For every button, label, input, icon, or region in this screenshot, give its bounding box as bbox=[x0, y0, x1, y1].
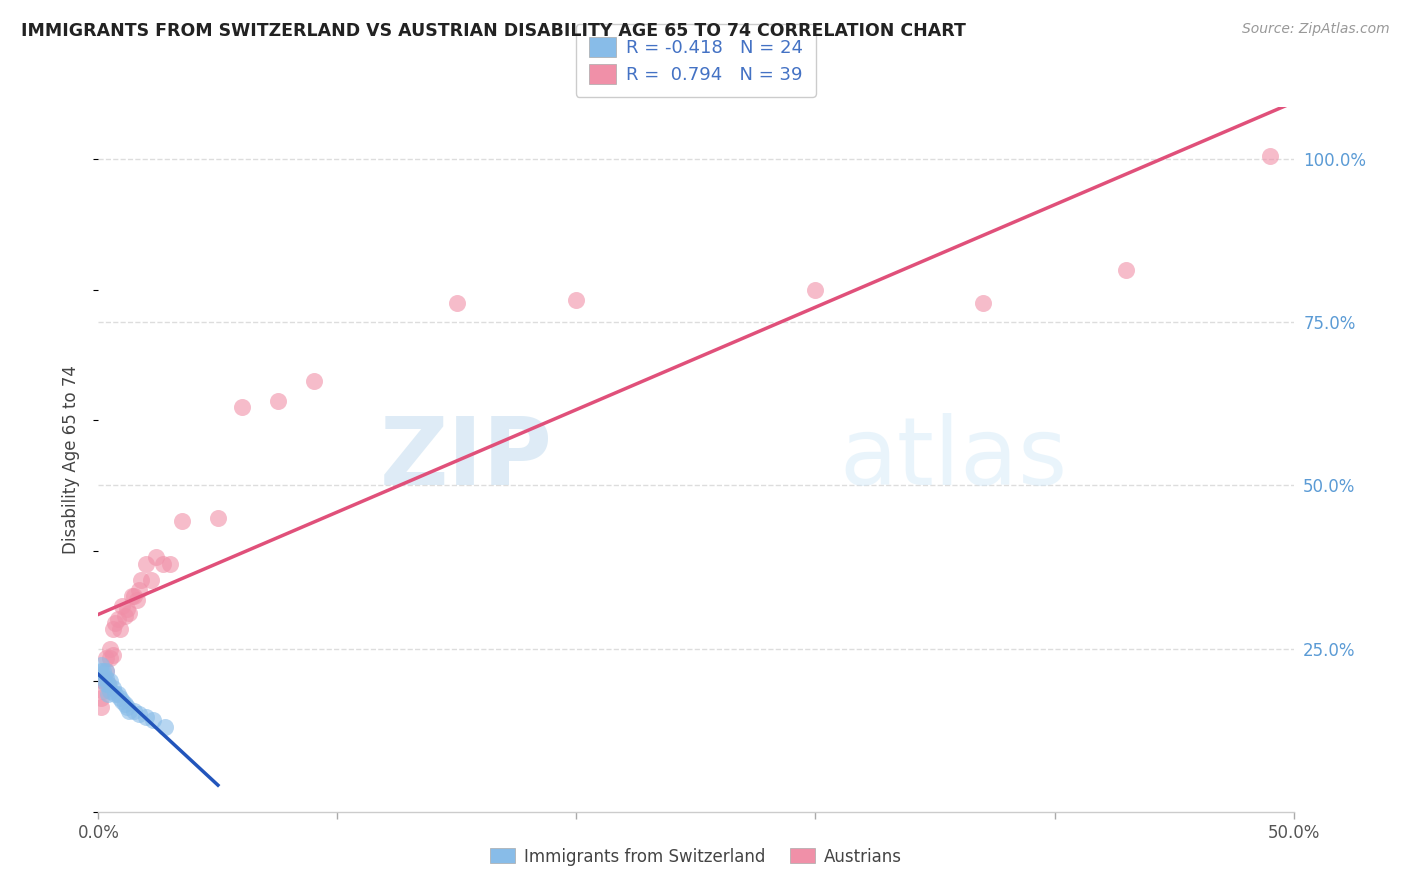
Point bbox=[804, 283, 827, 297]
Point bbox=[107, 612, 129, 626]
Point bbox=[104, 615, 127, 630]
Y-axis label: Disability Age 65 to 74: Disability Age 65 to 74 bbox=[62, 365, 80, 554]
Point bbox=[115, 602, 138, 616]
Text: ZIP: ZIP bbox=[380, 413, 553, 506]
Point bbox=[302, 374, 325, 388]
Point bbox=[1258, 149, 1281, 163]
Point bbox=[131, 573, 153, 587]
Point bbox=[101, 648, 124, 662]
Point bbox=[90, 665, 112, 679]
Point bbox=[155, 720, 177, 734]
Point bbox=[108, 690, 131, 705]
Text: IMMIGRANTS FROM SWITZERLAND VS AUSTRIAN DISABILITY AGE 65 TO 74 CORRELATION CHAR: IMMIGRANTS FROM SWITZERLAND VS AUSTRIAN … bbox=[21, 22, 966, 40]
Point bbox=[107, 687, 129, 701]
Point bbox=[90, 690, 112, 705]
Point bbox=[152, 557, 174, 571]
Point bbox=[135, 710, 157, 724]
Point bbox=[94, 651, 117, 665]
Point bbox=[125, 592, 148, 607]
Text: Source: ZipAtlas.com: Source: ZipAtlas.com bbox=[1241, 22, 1389, 37]
Point bbox=[115, 700, 138, 714]
Point bbox=[114, 697, 136, 711]
Point bbox=[231, 400, 253, 414]
Point bbox=[101, 622, 124, 636]
Point bbox=[97, 687, 120, 701]
Point bbox=[128, 582, 150, 597]
Point bbox=[101, 681, 124, 695]
Text: atlas: atlas bbox=[839, 413, 1067, 506]
Point bbox=[94, 665, 117, 679]
Point bbox=[124, 590, 146, 604]
Point bbox=[207, 511, 229, 525]
Point bbox=[91, 665, 114, 679]
Point bbox=[145, 550, 167, 565]
Point bbox=[104, 687, 127, 701]
Point bbox=[111, 599, 134, 614]
Point bbox=[108, 622, 131, 636]
Point bbox=[121, 590, 143, 604]
Point bbox=[97, 677, 120, 691]
Point bbox=[159, 557, 181, 571]
Point bbox=[118, 606, 141, 620]
Point bbox=[90, 657, 112, 672]
Point bbox=[98, 651, 122, 665]
Point bbox=[91, 684, 114, 698]
Point bbox=[172, 514, 194, 528]
Point bbox=[97, 677, 120, 691]
Point bbox=[90, 700, 112, 714]
Point bbox=[114, 609, 136, 624]
Point bbox=[91, 674, 114, 689]
Point bbox=[98, 641, 122, 656]
Point bbox=[128, 706, 150, 721]
Legend: Immigrants from Switzerland, Austrians: Immigrants from Switzerland, Austrians bbox=[482, 839, 910, 874]
Point bbox=[446, 295, 468, 310]
Point bbox=[94, 665, 117, 679]
Point bbox=[94, 671, 117, 685]
Point bbox=[98, 674, 122, 689]
Point bbox=[565, 293, 588, 307]
Point bbox=[98, 684, 122, 698]
Point bbox=[135, 557, 157, 571]
Point bbox=[267, 393, 290, 408]
Point bbox=[111, 694, 134, 708]
Point bbox=[972, 295, 994, 310]
Point bbox=[124, 704, 146, 718]
Point bbox=[139, 573, 162, 587]
Point bbox=[1115, 263, 1137, 277]
Point bbox=[91, 671, 114, 685]
Point bbox=[118, 704, 141, 718]
Point bbox=[94, 677, 117, 691]
Point bbox=[142, 714, 165, 728]
